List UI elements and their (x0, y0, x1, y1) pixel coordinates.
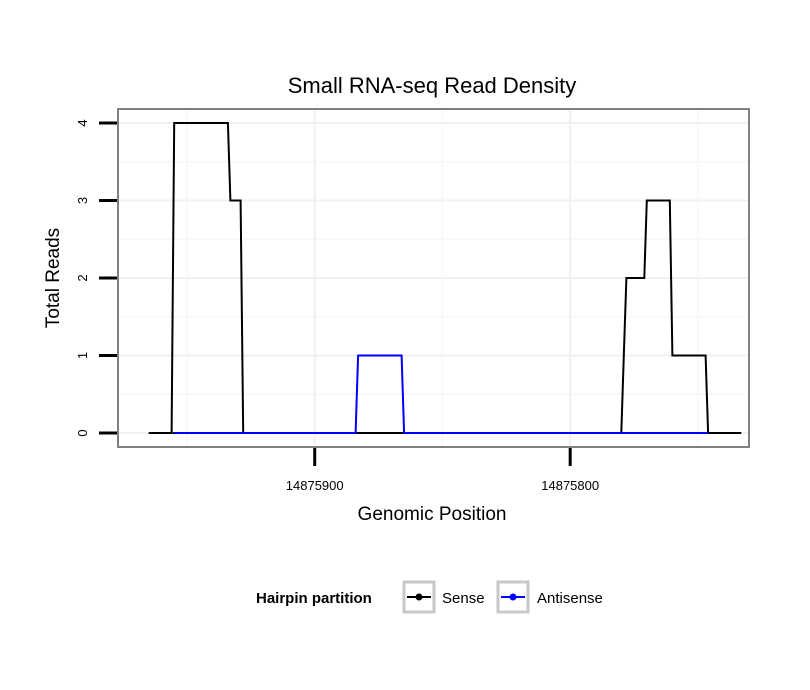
series-line-antisense (174, 354, 709, 434)
legend-label-sense: Sense (442, 590, 485, 607)
x-axis: 14875900 14875800 (286, 448, 599, 493)
legend-title: Hairpin partition (256, 590, 372, 607)
y-tick-label: 2 (75, 274, 90, 281)
legend-marker-antisense (509, 593, 517, 601)
x-tick-label: 14875900 (286, 478, 344, 493)
legend-item-antisense: Antisense (496, 580, 603, 614)
plot-border (117, 108, 750, 448)
legend-marker-sense (415, 593, 423, 601)
legend-label-antisense: Antisense (537, 590, 603, 607)
y-tick-label: 0 (75, 429, 90, 436)
y-tick-label: 4 (75, 119, 90, 126)
x-tick-label: 14875800 (541, 478, 599, 493)
y-tick-label: 1 (75, 352, 90, 359)
legend: Hairpin partition Sense Antisense (256, 580, 603, 614)
legend-item-sense: Sense (402, 580, 485, 614)
y-axis-title: Total Reads (43, 228, 64, 328)
y-tick-label: 3 (75, 197, 90, 204)
series-layer (148, 122, 742, 434)
chart-title: Small RNA-seq Read Density (288, 73, 577, 98)
y-axis: 0 1 2 3 4 (75, 119, 117, 437)
x-axis-title: Genomic Position (358, 504, 507, 525)
